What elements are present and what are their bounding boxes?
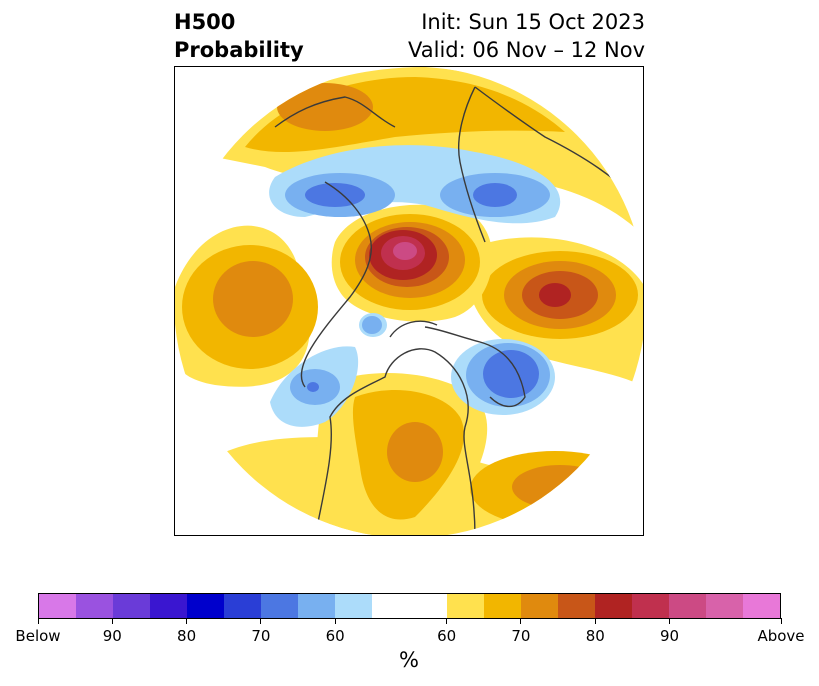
colorbar-tick-label: 80 (177, 627, 197, 645)
anomaly-north-pacific (175, 225, 318, 387)
colorbar-tick-label: 70 (251, 627, 271, 645)
colorbar-segment (520, 594, 558, 618)
colorbar-tick-label: 70 (511, 627, 531, 645)
colorbar-tick-label: Above (757, 627, 805, 645)
anomaly-eastern-us (315, 373, 488, 535)
colorbar-tick (780, 618, 782, 624)
colorbar-segment (557, 594, 595, 618)
colorbar-segment (742, 594, 780, 618)
map-panel (174, 66, 644, 536)
colorbar-tick (520, 618, 522, 624)
colorbar-tick-label: 80 (585, 627, 605, 645)
colorbar-tick (446, 618, 448, 624)
colorbar-tick (186, 618, 188, 624)
colorbar-unit: % (399, 648, 419, 672)
anomaly-siberia-arctic (331, 204, 493, 322)
colorbar-tick-label: 60 (325, 627, 345, 645)
valid-range: Valid: 06 Nov – 12 Nov (408, 38, 645, 62)
polar-map (175, 67, 643, 535)
colorbar-tick (669, 618, 671, 624)
colorbar-segment (150, 594, 188, 618)
colorbar-segment (372, 594, 447, 618)
colorbar-segment (631, 594, 669, 618)
anomaly-greenland (451, 339, 555, 415)
colorbar-segment (668, 594, 706, 618)
colorbar-segment (76, 594, 114, 618)
colorbar-segment (261, 594, 299, 618)
colorbar-segment (298, 594, 336, 618)
colorbar-segment (594, 594, 632, 618)
colorbar-tick (334, 618, 336, 624)
colorbar-segment (224, 594, 262, 618)
anomaly-gulf-of-alaska (270, 313, 387, 427)
colorbar-tick (37, 618, 39, 624)
colorbar-tick-label: 90 (102, 627, 122, 645)
colorbar-tick-label: Below (15, 627, 61, 645)
map-title-left: H500 Probability (174, 8, 304, 64)
colorbar-segment (705, 594, 743, 618)
init-date: Init: Sun 15 Oct 2023 (421, 10, 645, 34)
anomaly-western-russia (467, 237, 643, 387)
title-variable: H500 (174, 10, 236, 34)
colorbar-segment (483, 594, 521, 618)
colorbar-tick (594, 618, 596, 624)
colorbar-segment (187, 594, 225, 618)
anomaly-central-asia (269, 145, 561, 224)
map-title-right: Init: Sun 15 Oct 2023 Valid: 06 Nov – 12… (380, 8, 645, 64)
colorbar-tick-label: 60 (437, 627, 457, 645)
colorbar-segment (335, 594, 373, 618)
colorbar-tick-label: 90 (660, 627, 680, 645)
colorbar-tick (111, 618, 113, 624)
colorbar (38, 593, 781, 619)
colorbar-segment (39, 594, 77, 618)
colorbar-segment (113, 594, 151, 618)
colorbar-segment (446, 594, 484, 618)
colorbar-tick (260, 618, 262, 624)
title-field: Probability (174, 38, 304, 62)
